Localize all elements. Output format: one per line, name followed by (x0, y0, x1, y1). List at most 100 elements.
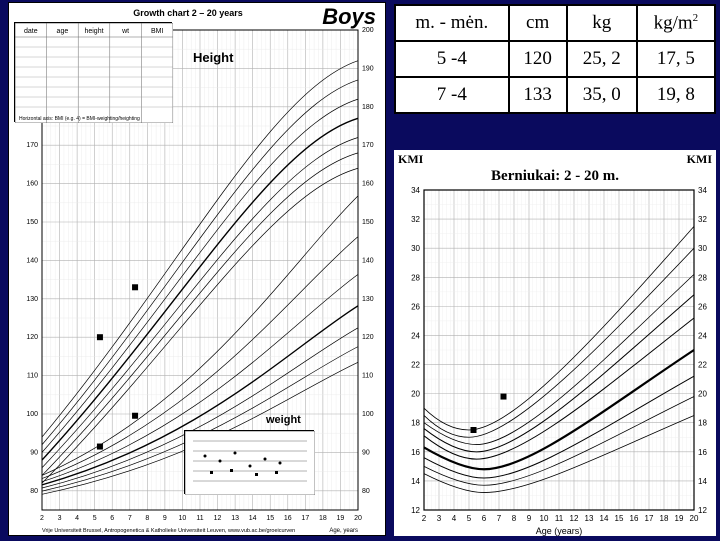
svg-text:17: 17 (645, 514, 654, 523)
svg-text:130: 130 (362, 296, 374, 303)
svg-text:14: 14 (698, 477, 707, 486)
svg-text:10: 10 (179, 515, 187, 522)
table-cell: 25, 2 (567, 41, 637, 77)
table-cell: 19, 8 (637, 77, 715, 113)
svg-text:11: 11 (196, 515, 203, 522)
svg-text:120: 120 (362, 334, 374, 341)
svg-text:8: 8 (145, 515, 149, 522)
svg-text:16: 16 (411, 448, 420, 457)
svg-text:2: 2 (40, 515, 44, 522)
height-label: Height (193, 50, 233, 65)
svg-text:24: 24 (411, 331, 420, 340)
svg-text:140: 140 (26, 257, 38, 264)
svg-text:19: 19 (337, 515, 345, 522)
inset-data-table: dateageheightwtBMIHorizontal axis: BMI (… (14, 22, 172, 122)
svg-text:19: 19 (675, 514, 684, 523)
svg-text:18: 18 (698, 419, 707, 428)
svg-text:9: 9 (527, 514, 532, 523)
svg-text:34: 34 (698, 186, 707, 195)
inset-legend-box (184, 430, 314, 494)
svg-text:4: 4 (452, 514, 457, 523)
svg-text:14: 14 (600, 514, 609, 523)
svg-text:160: 160 (26, 181, 38, 188)
svg-text:12: 12 (570, 514, 579, 523)
svg-text:28: 28 (698, 273, 707, 282)
svg-text:5: 5 (467, 514, 472, 523)
kmi-label-left: KMI (398, 152, 423, 167)
svg-text:12: 12 (698, 506, 707, 515)
svg-text:120: 120 (26, 334, 38, 341)
table-cell: 133 (509, 77, 567, 113)
svg-text:14: 14 (411, 477, 420, 486)
svg-text:20: 20 (411, 390, 420, 399)
table-cell: 17, 5 (637, 41, 715, 77)
svg-text:26: 26 (698, 302, 707, 311)
svg-text:16: 16 (630, 514, 639, 523)
table-cell: 5 -4 (395, 41, 509, 77)
svg-text:170: 170 (26, 142, 38, 149)
measurements-table: m. - mėn. cm kg kg/m2 5 -412025, 217, 57… (394, 4, 716, 114)
col-kg: kg (567, 5, 637, 41)
svg-text:170: 170 (362, 142, 374, 149)
growth-chart-boys: 2345678910111213141516171819208080909010… (8, 2, 386, 536)
svg-text:32: 32 (698, 215, 707, 224)
svg-text:6: 6 (110, 515, 114, 522)
svg-text:26: 26 (411, 302, 420, 311)
svg-text:5: 5 (93, 515, 97, 522)
svg-text:90: 90 (30, 449, 38, 456)
svg-text:18: 18 (411, 419, 420, 428)
svg-text:Age (years): Age (years) (536, 526, 583, 536)
svg-text:22: 22 (698, 361, 707, 370)
svg-text:150: 150 (362, 219, 374, 226)
col-bmi: kg/m2 (637, 5, 715, 41)
bmi-chart-svg: 2345678910111213141516171819201212141416… (394, 150, 716, 536)
table-cell: 35, 0 (567, 77, 637, 113)
svg-text:28: 28 (411, 273, 420, 282)
svg-text:16: 16 (698, 448, 707, 457)
boys-title: Boys (322, 4, 376, 30)
svg-text:3: 3 (58, 515, 62, 522)
svg-text:13: 13 (585, 514, 594, 523)
svg-text:wt: wt (121, 28, 129, 35)
svg-text:BMI: BMI (151, 28, 164, 35)
svg-text:110: 110 (362, 373, 373, 380)
svg-text:90: 90 (362, 449, 370, 456)
svg-text:80: 80 (30, 488, 38, 495)
svg-text:14: 14 (249, 515, 257, 522)
svg-text:7: 7 (497, 514, 502, 523)
table-row: 5 -412025, 217, 5 (395, 41, 715, 77)
svg-text:150: 150 (26, 219, 38, 226)
svg-text:100: 100 (362, 411, 374, 418)
svg-text:age: age (57, 28, 69, 35)
col-age: m. - mėn. (395, 5, 509, 41)
svg-text:180: 180 (362, 104, 374, 111)
svg-text:8: 8 (512, 514, 517, 523)
svg-text:18: 18 (660, 514, 669, 523)
svg-text:4: 4 (75, 515, 79, 522)
svg-text:20: 20 (698, 390, 707, 399)
svg-text:10: 10 (540, 514, 549, 523)
table-cell: 120 (509, 41, 567, 77)
table-cell: 7 -4 (395, 77, 509, 113)
right-panel: m. - mėn. cm kg kg/m2 5 -412025, 217, 57… (394, 0, 720, 540)
svg-text:17: 17 (301, 515, 309, 522)
svg-text:24: 24 (698, 331, 707, 340)
svg-text:16: 16 (284, 515, 292, 522)
svg-text:6: 6 (482, 514, 487, 523)
table-row: 7 -413335, 019, 8 (395, 77, 715, 113)
svg-text:30: 30 (698, 244, 707, 253)
svg-text:100: 100 (26, 411, 38, 418)
svg-text:15: 15 (615, 514, 624, 523)
weight-label: weight (266, 414, 301, 426)
svg-text:18: 18 (319, 515, 327, 522)
svg-text:3: 3 (437, 514, 442, 523)
bmi-chart: KMI KMI Berniukai: 2 - 20 m. 23456789101… (394, 150, 716, 536)
svg-text:7: 7 (128, 515, 132, 522)
svg-text:Horizontal axis: BMI (e.g. 4): Horizontal axis: BMI (e.g. 4) = BMI-weig… (19, 116, 140, 122)
svg-text:110: 110 (27, 373, 38, 380)
svg-text:date: date (24, 28, 38, 35)
svg-text:13: 13 (231, 515, 239, 522)
svg-text:Age, years: Age, years (329, 528, 358, 534)
svg-text:190: 190 (362, 65, 374, 72)
bmi-chart-title: Berniukai: 2 - 20 m. (394, 168, 716, 185)
